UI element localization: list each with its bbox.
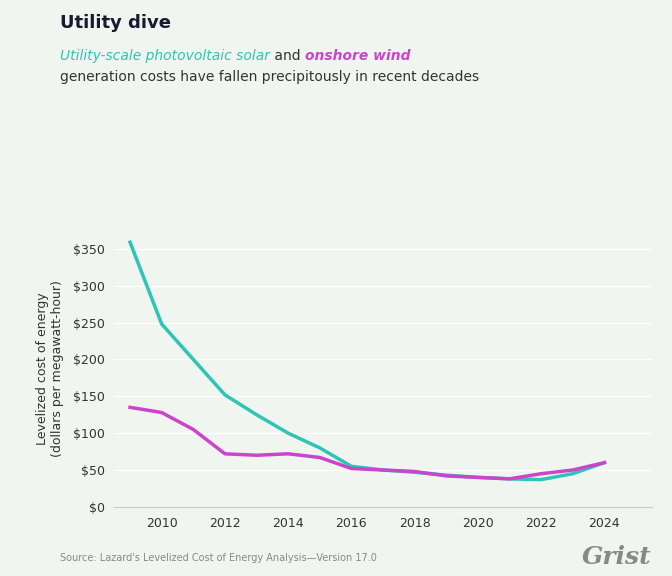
Text: and: and [270,49,306,63]
Text: Utility-scale photovoltaic solar: Utility-scale photovoltaic solar [60,49,270,63]
Text: generation costs have fallen precipitously in recent decades: generation costs have fallen precipitous… [60,70,480,84]
Y-axis label: Levelized cost of energy
(dollars per megawatt-hour): Levelized cost of energy (dollars per me… [36,280,65,457]
Text: Grist: Grist [582,545,652,569]
Text: Utility dive: Utility dive [60,14,171,32]
Text: onshore wind: onshore wind [306,49,411,63]
Text: Source: Lazard's Levelized Cost of Energy Analysis—Version 17.0: Source: Lazard's Levelized Cost of Energ… [60,554,378,563]
